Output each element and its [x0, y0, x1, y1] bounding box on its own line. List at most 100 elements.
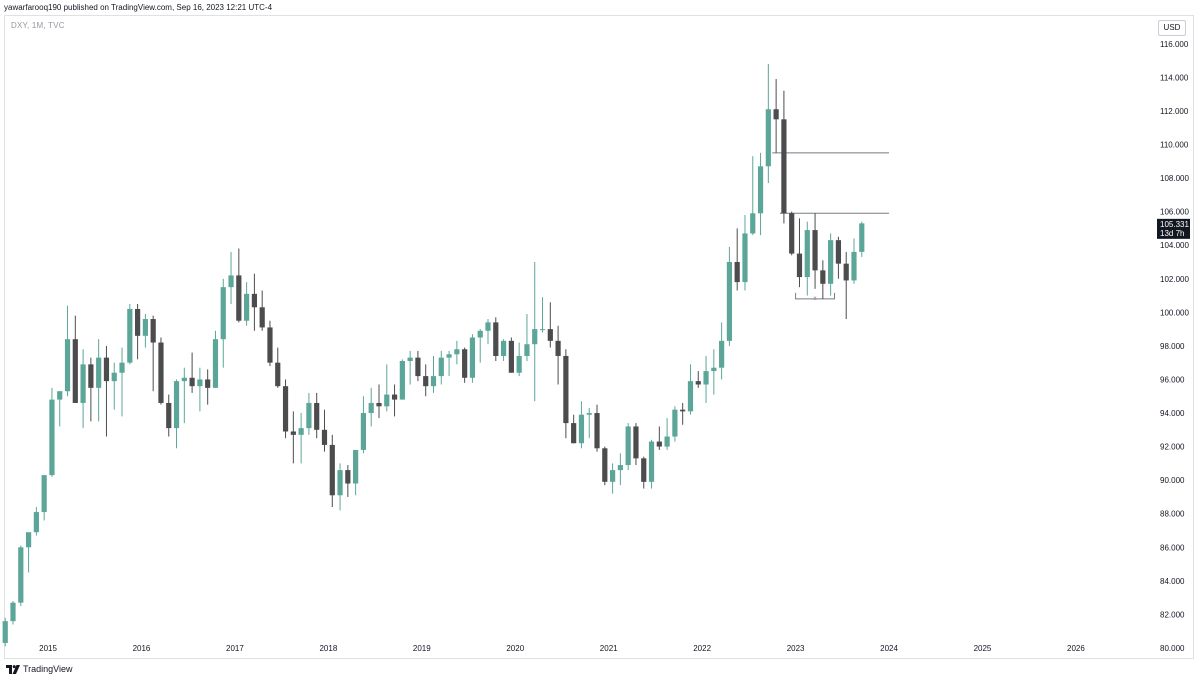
symbol-legend: DXY, 1M, TVC	[11, 21, 65, 30]
candle-body-up	[181, 377, 187, 382]
candle-body-up	[609, 470, 616, 482]
candle-body-up	[18, 547, 24, 603]
candle-body-down	[547, 329, 553, 341]
candle-body-down	[166, 402, 172, 429]
candle-body-up	[477, 330, 483, 338]
candle-body-up	[757, 166, 764, 214]
price-axis[interactable]: 80.000 82.000 84.000 86.000 88.000 90.000 92.0…	[1160, 40, 1189, 653]
candle-body-down	[345, 470, 351, 484]
candle-body-down	[493, 322, 499, 356]
candle-body-down	[563, 355, 569, 424]
candle-body-up	[41, 475, 47, 513]
candle-body-up	[719, 340, 725, 368]
last-price-value: 105.331	[1160, 220, 1189, 229]
candle-body-down	[391, 394, 398, 400]
chart-frame	[4, 15, 1194, 659]
price-tick-label: 98.000	[1160, 342, 1185, 351]
candle-body-down	[376, 402, 382, 407]
candle-body-up	[384, 394, 390, 407]
candle-body-down	[150, 319, 156, 343]
candle-body-up	[664, 436, 670, 447]
candle-body-up	[298, 428, 304, 435]
price-tick-label: 88.000	[1160, 510, 1185, 519]
price-tick-label: 92.000	[1160, 443, 1185, 452]
range-marker-label: x	[814, 296, 817, 302]
time-axis[interactable]: 2015 2016 2017 2018 2019 2020 2021 2022 2023 2024…	[39, 644, 1085, 653]
candle-body-up	[648, 441, 655, 482]
candle-body-up	[80, 364, 86, 403]
candle-body-down	[275, 362, 281, 387]
candle-body-up	[485, 322, 491, 331]
price-tick-label: 96.000	[1160, 375, 1185, 384]
candle-body-down	[251, 293, 258, 308]
candle-body-down	[594, 413, 600, 449]
candle-body-down	[267, 327, 273, 363]
candle-body-up	[33, 512, 39, 533]
candle-body-down	[282, 386, 289, 432]
candle-body-up	[212, 339, 219, 388]
candle-body-up	[49, 399, 55, 476]
candle-body-up	[586, 413, 592, 415]
price-tick-label: 80.000	[1160, 644, 1185, 653]
candle-body-down	[189, 377, 195, 387]
candle-body-up	[469, 337, 476, 378]
candle-body-down	[796, 253, 803, 278]
candle-body-down	[835, 240, 842, 264]
price-tick-label: 86.000	[1160, 543, 1185, 552]
candle-body-up	[765, 109, 771, 167]
candle-body-up	[828, 240, 834, 284]
candle-body-up	[10, 602, 16, 622]
currency-button[interactable]: USD	[1158, 20, 1186, 36]
candle-body-up	[244, 293, 250, 321]
candle-body-up	[119, 362, 125, 373]
candle-body-up	[851, 251, 857, 281]
footer: TradingView	[6, 664, 73, 674]
candle-body-up	[438, 357, 444, 377]
candle-body-up	[859, 223, 865, 252]
candle-body-up	[407, 357, 413, 361]
price-tick-label: 104.000	[1160, 241, 1189, 250]
candle-body-up	[368, 402, 374, 414]
candles-layer	[2, 63, 865, 647]
candle-body-down	[329, 444, 335, 496]
range-bracket-line	[795, 292, 836, 300]
time-tick-label: 2026	[1067, 644, 1085, 653]
candle-body-up	[228, 275, 234, 288]
candle-body-up	[353, 449, 359, 484]
candle-body-down	[72, 339, 78, 403]
candle-body-up	[625, 426, 631, 466]
candle-body-down	[88, 364, 94, 388]
candle-body-up	[142, 319, 148, 336]
candle-body-down	[789, 213, 795, 254]
candle-body-up	[726, 261, 733, 341]
candle-body-up	[539, 329, 546, 331]
candle-body-up	[96, 357, 102, 388]
candle-body-down	[656, 441, 662, 447]
candle-body-down	[290, 431, 296, 435]
price-tick-label: 106.000	[1160, 208, 1189, 217]
candle-body-up	[64, 339, 71, 392]
published-info: yawarfarooq190 published on TradingView.…	[4, 3, 273, 12]
candle-body-up	[173, 381, 180, 429]
time-tick-label: 2018	[319, 644, 337, 653]
candle-body-down	[633, 426, 639, 459]
candle-body-up	[430, 376, 437, 387]
price-tick-label: 90.000	[1160, 476, 1185, 485]
price-tick-label: 112.000	[1160, 107, 1189, 116]
candle-body-up	[306, 402, 312, 429]
candle-body-up	[2, 621, 8, 643]
candle-body-down	[314, 402, 320, 430]
candle-body-down	[602, 448, 608, 482]
candle-body-down	[462, 349, 468, 378]
candle-body-up	[360, 413, 367, 450]
candle-body-up	[711, 367, 717, 372]
candle-body-down	[734, 261, 740, 283]
price-tick-label: 116.000	[1160, 40, 1189, 49]
candle-body-down	[158, 342, 164, 403]
time-tick-label: 2023	[787, 644, 805, 653]
last-price-tag: 105.331 13d 7h	[1157, 218, 1190, 239]
candle-body-down	[773, 109, 779, 120]
time-tick-label: 2017	[226, 644, 244, 653]
candle-body-down	[641, 458, 647, 482]
